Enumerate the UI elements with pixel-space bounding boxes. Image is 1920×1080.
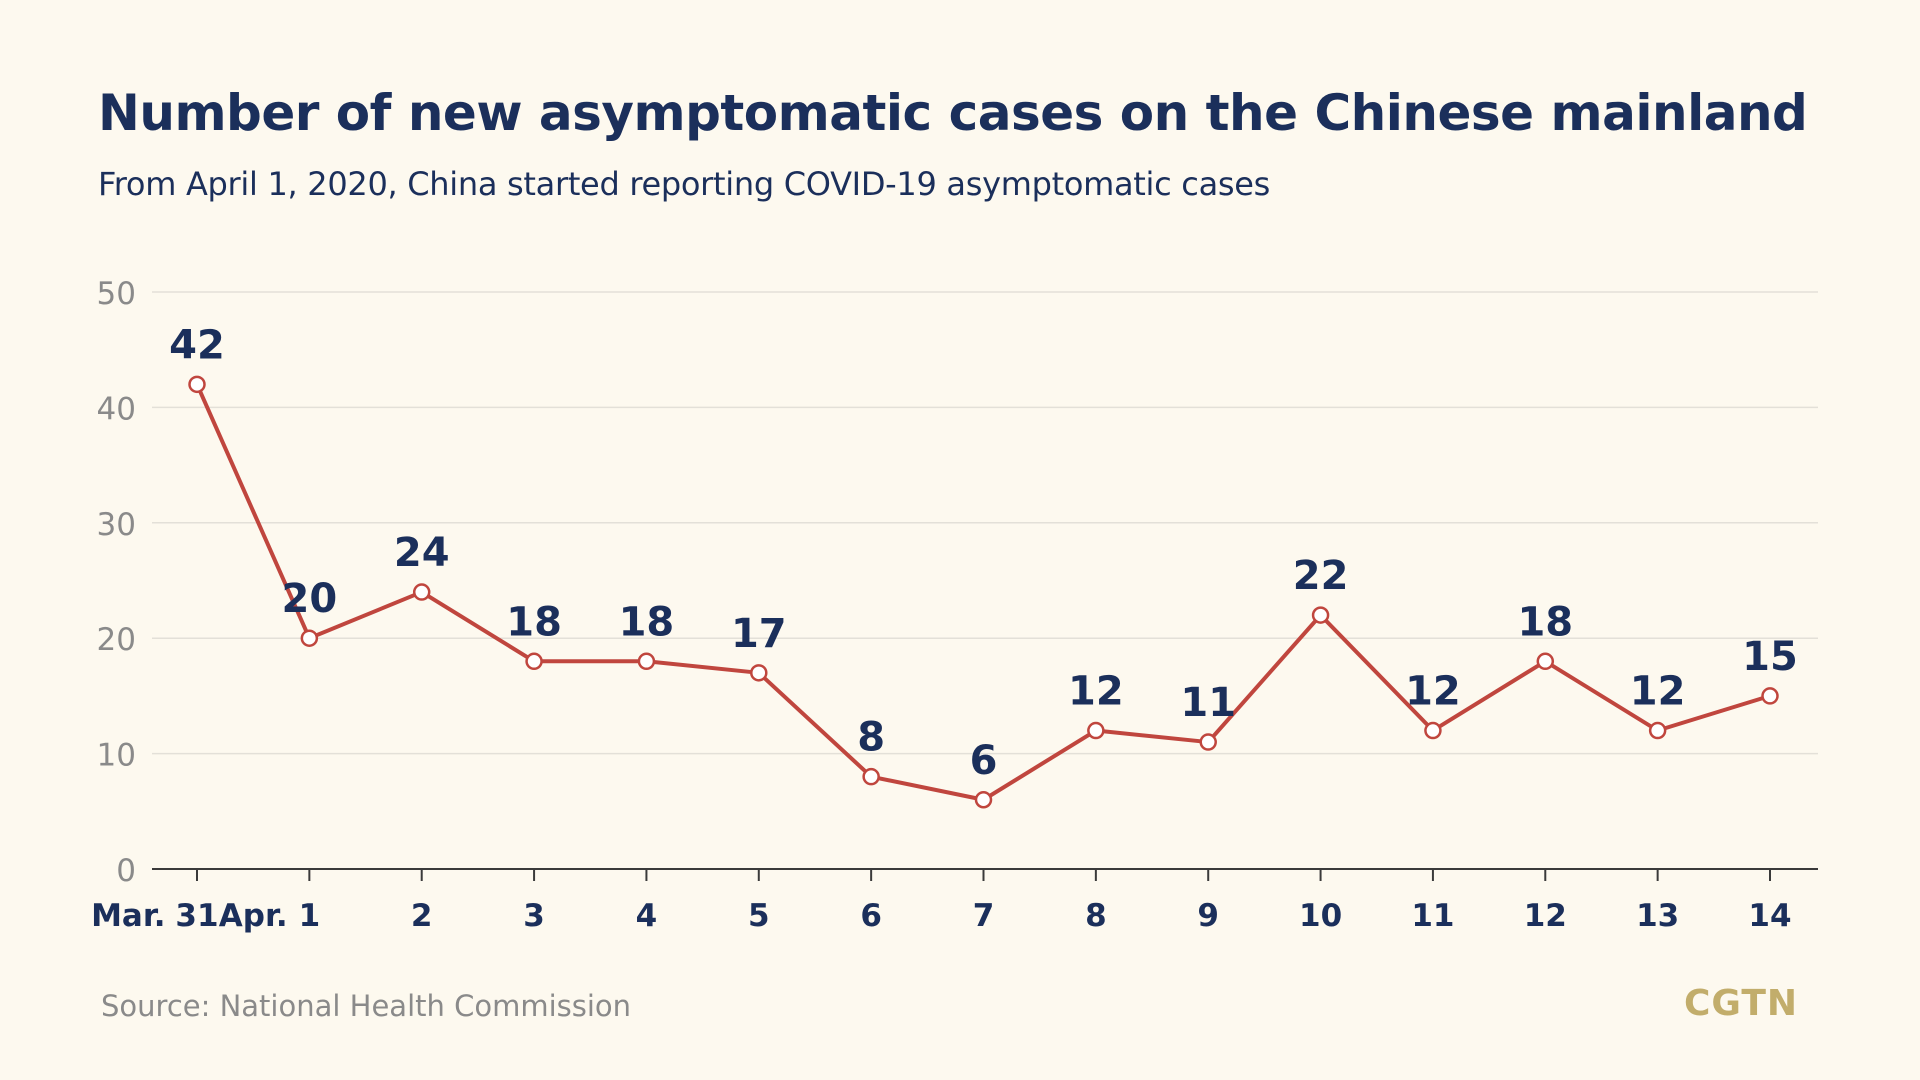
data-point: [412, 583, 431, 601]
x-tick-label: 3: [523, 898, 545, 934]
x-tick-label: 6: [860, 898, 882, 934]
data-point: [750, 664, 768, 682]
x-tick-label: 10: [1299, 898, 1342, 934]
data-label: 20: [282, 576, 338, 622]
data-label: 22: [1293, 553, 1349, 599]
data-label: 12: [1068, 669, 1124, 715]
y-tick-labels: 0 10 20 30 40 50: [97, 276, 136, 889]
data-points: [188, 375, 1779, 809]
source-note: Source: National Health Commission: [101, 989, 632, 1023]
x-tick-label: 1: [299, 898, 321, 934]
data-label: 8: [857, 715, 885, 761]
data-point: [1424, 721, 1442, 740]
x-tick-label: 8: [1085, 898, 1107, 934]
data-label: 12: [1405, 669, 1461, 715]
data-point: [1536, 652, 1555, 671]
x-month-label: Mar.: [91, 898, 165, 934]
data-label: 18: [619, 599, 675, 645]
data-label: 18: [506, 599, 562, 645]
y-tick-label: 50: [97, 276, 136, 312]
x-month-label: Apr.: [219, 898, 288, 934]
y-tick-label: 10: [97, 738, 136, 774]
data-label: 17: [731, 611, 787, 657]
data-point: [1311, 606, 1330, 624]
y-tick-label: 40: [97, 391, 136, 427]
x-tick-label: 14: [1748, 898, 1791, 934]
y-tick-label: 20: [97, 622, 136, 658]
y-tick-label: 30: [97, 507, 136, 543]
data-label: 6: [970, 738, 998, 784]
data-label: 24: [394, 530, 450, 576]
x-tick-label: 11: [1411, 898, 1454, 934]
data-label: 18: [1517, 599, 1573, 645]
data-label: 12: [1630, 669, 1686, 715]
data-point: [1761, 687, 1779, 705]
x-tick-label: 4: [636, 898, 658, 934]
data-point: [1087, 721, 1105, 740]
x-tick-label: 13: [1636, 898, 1679, 934]
chart-subtitle: From April 1, 2020, China started report…: [98, 165, 1271, 203]
x-tick-label: 2: [411, 898, 433, 934]
x-tick-label: 12: [1524, 898, 1567, 934]
data-point: [637, 652, 656, 671]
data-label: 15: [1742, 634, 1798, 680]
x-tick-label: 5: [748, 898, 770, 934]
y-tick-label: 0: [116, 853, 136, 889]
data-point: [1199, 733, 1217, 751]
x-tick-label: 31: [175, 898, 218, 934]
data-label: 42: [169, 322, 225, 368]
data-label: 11: [1180, 680, 1236, 726]
data-point: [188, 375, 206, 394]
axes: [152, 868, 1818, 881]
gridlines: [152, 291, 1818, 755]
data-point: [300, 629, 319, 647]
data-point: [974, 791, 993, 809]
chart-title: Number of new asymptomatic cases on the …: [98, 84, 1808, 142]
data-point: [862, 767, 880, 786]
cgtn-logo: CGTN: [1684, 983, 1799, 1024]
data-point: [525, 652, 543, 671]
data-point: [1648, 721, 1667, 740]
x-tick-label: 9: [1197, 898, 1219, 934]
data-labels: 42 20 24 18 18 17 8 6 12 11 22 12 18 12 15: [169, 322, 1798, 783]
x-tick-label: 7: [973, 898, 995, 934]
